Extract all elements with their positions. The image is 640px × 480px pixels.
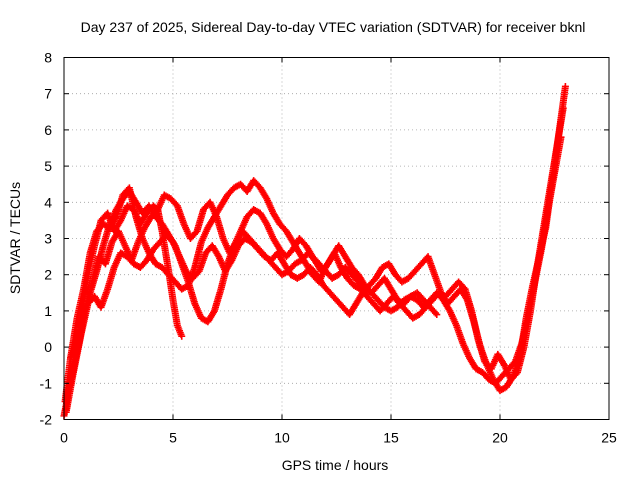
- y-tick-label: 7: [44, 86, 52, 102]
- x-tick-label: 0: [60, 430, 68, 446]
- series-layer: [60, 82, 569, 420]
- data-point: [178, 332, 186, 340]
- x-tick-label: 15: [383, 430, 399, 446]
- x-tick-label: 25: [601, 430, 617, 446]
- x-tick-label: 20: [492, 430, 508, 446]
- y-tick-label: 3: [44, 231, 52, 247]
- axis-ticks: [63, 57, 610, 420]
- data-point: [561, 82, 569, 90]
- series-sat-track-e: [67, 133, 565, 387]
- grid: [64, 57, 609, 420]
- y-tick-label: -1: [40, 375, 53, 391]
- y-tick-label: 6: [44, 122, 52, 138]
- x-tick-label: 5: [169, 430, 177, 446]
- x-tick-labels: 0 5 10 15 20 25: [60, 430, 617, 446]
- y-tick-label: 0: [44, 339, 52, 355]
- y-tick-label: 1: [44, 303, 52, 319]
- x-axis-label: GPS time / hours: [282, 457, 389, 473]
- y-tick-label: 4: [44, 194, 52, 210]
- chart-title: Day 237 of 2025, Sidereal Day-to-day VTE…: [81, 19, 586, 35]
- data-point: [557, 133, 565, 141]
- y-tick-label: 8: [44, 50, 52, 66]
- y-tick-label: -2: [40, 412, 53, 428]
- y-tick-labels: -2 -1 0 1 2 3 4 5 6 7 8: [40, 50, 53, 428]
- data-point: [431, 309, 439, 317]
- x-tick-label: 10: [274, 430, 290, 446]
- y-axis-label: SDTVAR / TECUs: [7, 182, 23, 294]
- y-tick-label: 5: [44, 158, 52, 174]
- y-tick-label: 2: [44, 267, 52, 283]
- data-point: [433, 311, 441, 319]
